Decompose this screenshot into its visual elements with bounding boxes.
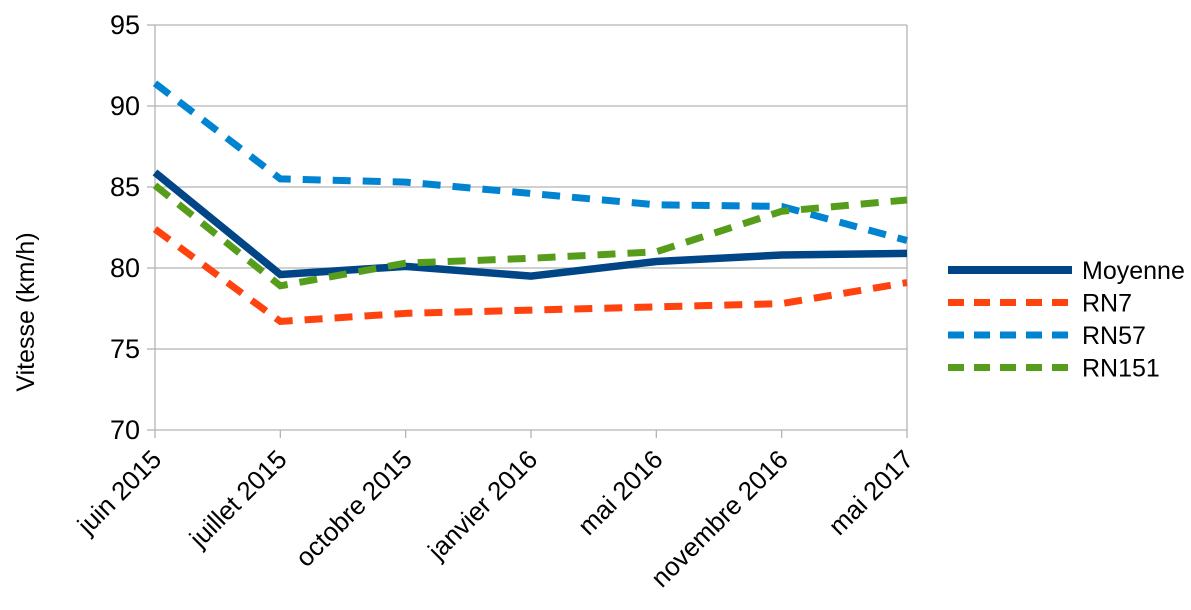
x-axis-tick-label: octobre 2015 — [289, 444, 418, 573]
legend-item-rn57: RN57 — [948, 322, 1146, 350]
legend-label-rn57: RN57 — [1082, 322, 1146, 350]
y-axis-tick-label: 95 — [110, 10, 140, 40]
legend-item-rn7: RN7 — [948, 290, 1132, 318]
y-axis-tick-label: 80 — [110, 253, 140, 283]
y-axis-title: Vitesse (km/h) — [12, 232, 40, 391]
legend-label-rn7: RN7 — [1082, 290, 1132, 318]
series-line-rn151 — [152, 182, 908, 290]
legend-label-moyenne: Moyenne — [1082, 257, 1185, 285]
series-line-moyenne — [152, 169, 908, 280]
legend-item-moyenne: Moyenne — [948, 257, 1185, 285]
legend-label-rn151: RN151 — [1082, 355, 1160, 383]
y-axis-tick-label: 75 — [110, 334, 140, 364]
x-axis-tick-label: juillet 2015 — [183, 444, 293, 554]
series-line-rn57 — [152, 80, 908, 244]
y-axis-tick-label: 90 — [110, 91, 140, 121]
x-axis-tick-label: mai 2016 — [572, 444, 669, 541]
y-axis-tick-label: 70 — [110, 415, 140, 445]
y-axis-tick-label: 85 — [110, 172, 140, 202]
x-axis-tick-label: mai 2017 — [822, 444, 919, 541]
legend-item-rn151: RN151 — [948, 355, 1160, 383]
series-line-rn7 — [152, 226, 908, 326]
x-axis-tick-label: janvier 2016 — [421, 444, 543, 566]
x-axis-tick-label: juin 2015 — [71, 444, 168, 541]
